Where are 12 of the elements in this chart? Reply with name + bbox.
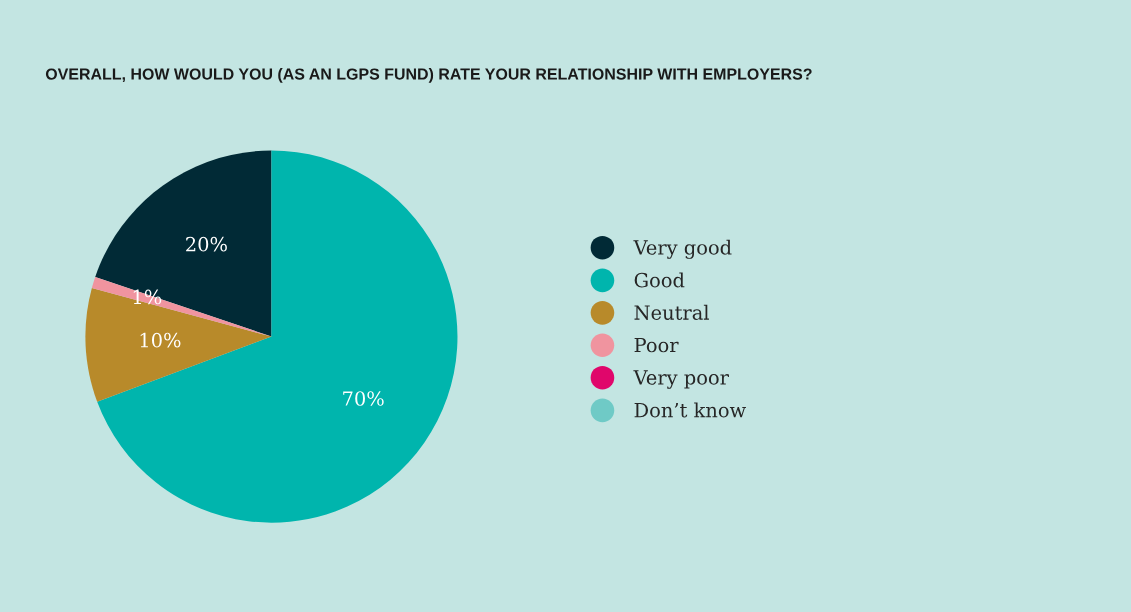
pie-slice xyxy=(97,150,458,523)
legend-label: Poor xyxy=(634,337,679,353)
data-label: 70% xyxy=(343,391,384,406)
legend-label: Very good xyxy=(633,239,732,259)
pie-slice xyxy=(85,287,272,402)
data-label: 20% xyxy=(186,236,227,252)
chart-title: OVERALL, HOW WOULD YOU (AS AN LGPS FUND) RATE YOUR RELATIONSHIP WITH EMPLOYERS? xyxy=(45,67,812,83)
data-label: 10% xyxy=(140,332,181,348)
legend-label: Very poor xyxy=(633,370,729,389)
legend-label: Good xyxy=(634,272,685,288)
legend-label: Neutral xyxy=(634,304,709,320)
legend-label: Don’t know xyxy=(634,402,746,418)
